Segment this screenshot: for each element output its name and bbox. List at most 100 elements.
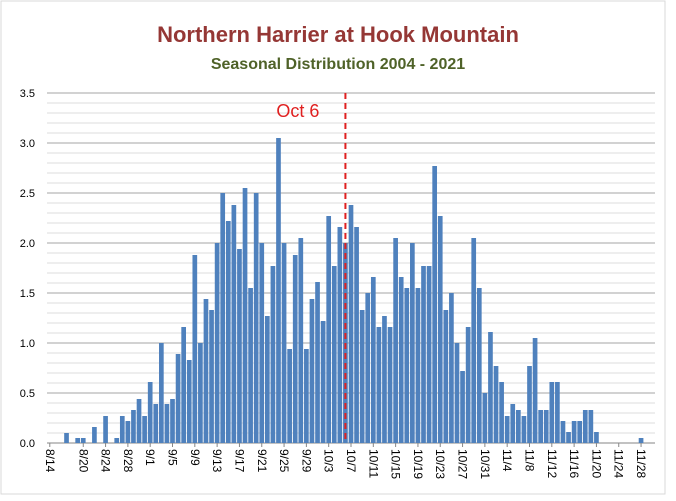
- bar: [510, 404, 516, 443]
- bar: [488, 332, 493, 443]
- bar: [370, 277, 376, 443]
- bar: [471, 238, 477, 443]
- bar: [594, 432, 599, 443]
- bar: [549, 382, 555, 443]
- bar: [103, 416, 108, 443]
- x-tick-label: 9/1: [143, 449, 157, 466]
- x-tick-label: 11/16: [567, 449, 581, 478]
- bar: [393, 238, 398, 443]
- x-tick-label: 9/17: [232, 449, 246, 473]
- bar: [387, 327, 393, 443]
- bar: [186, 360, 192, 443]
- y-tick-label: 3.5: [20, 88, 35, 100]
- bar: [309, 299, 315, 443]
- x-tick-label: 8/28: [121, 449, 135, 473]
- bar: [437, 216, 443, 443]
- bar: [454, 343, 460, 443]
- bar: [304, 349, 309, 443]
- x-tick-label: 11/28: [634, 449, 648, 478]
- y-tick-label: 1.0: [20, 338, 35, 350]
- bar: [493, 366, 499, 443]
- bar: [582, 410, 588, 443]
- x-tick-label: 9/29: [299, 449, 313, 473]
- bar: [253, 193, 259, 443]
- bar: [119, 416, 125, 443]
- x-tick-label: 8/14: [43, 449, 57, 473]
- bar: [203, 299, 209, 443]
- y-tick-label: 1.5: [20, 288, 35, 300]
- y-tick-label: 3.0: [20, 138, 35, 150]
- bar: [404, 288, 410, 443]
- bar: [538, 410, 543, 443]
- bar: [331, 266, 337, 443]
- x-tick-label: 10/11: [366, 449, 380, 478]
- bar: [337, 227, 343, 443]
- bar: [231, 205, 237, 443]
- marker-label: Oct 6: [276, 101, 319, 121]
- bar: [504, 416, 510, 443]
- bar: [555, 382, 560, 443]
- bar: [192, 255, 198, 443]
- x-tick-label: 8/24: [99, 449, 113, 473]
- bar: [588, 410, 594, 443]
- bar: [482, 393, 488, 443]
- bar: [515, 410, 521, 443]
- bar: [426, 266, 432, 443]
- bar: [264, 316, 270, 443]
- bar: [259, 243, 265, 443]
- bar: [75, 438, 81, 443]
- bar: [571, 421, 577, 443]
- bar: [348, 205, 354, 443]
- x-tick-label: 11/20: [589, 449, 603, 478]
- bar: [415, 288, 421, 443]
- x-tick-label: 11/8: [522, 449, 536, 472]
- bar: [136, 399, 142, 443]
- bar: [449, 293, 454, 443]
- bar: [248, 288, 253, 443]
- bar: [560, 421, 566, 443]
- bar: [214, 243, 220, 443]
- y-tick-label: 0.0: [20, 438, 35, 450]
- bar: [543, 410, 549, 443]
- bar: [521, 416, 527, 443]
- x-tick-label: 9/21: [255, 449, 269, 473]
- bar: [225, 221, 231, 443]
- bar: [64, 433, 69, 443]
- bar: [159, 343, 164, 443]
- bar: [198, 343, 203, 443]
- bar: [320, 321, 326, 443]
- bar: [566, 432, 571, 443]
- bar: [292, 255, 298, 443]
- x-tick-label: 11/12: [545, 449, 559, 478]
- bar: [281, 243, 287, 443]
- chart-title: Northern Harrier at Hook Mountain: [157, 22, 519, 47]
- x-tick-label: 10/3: [322, 449, 336, 473]
- bar: [443, 310, 449, 443]
- bar: [359, 310, 365, 443]
- bar: [315, 282, 320, 443]
- x-tick-label: 10/23: [433, 449, 447, 479]
- bar: [476, 288, 482, 443]
- bar: [114, 438, 120, 443]
- x-tick-label: 9/25: [277, 449, 291, 473]
- y-tick-label: 0.5: [20, 388, 35, 400]
- bar: [175, 354, 181, 443]
- bar: [153, 404, 159, 443]
- bar: [326, 216, 332, 443]
- bar: [80, 438, 86, 443]
- x-tick-label: 10/15: [389, 449, 403, 479]
- bar: [298, 238, 304, 443]
- bar: [421, 266, 426, 443]
- bar: [92, 427, 97, 443]
- x-tick-label: 11/4: [500, 449, 514, 472]
- bar: [382, 316, 387, 443]
- x-tick-label: 10/31: [478, 449, 492, 479]
- bar: [220, 193, 226, 443]
- bar: [164, 404, 170, 443]
- x-tick-label: 11/24: [612, 449, 626, 478]
- bar: [577, 421, 583, 443]
- chart-subtitle: Seasonal Distribution 2004 - 2021: [211, 56, 465, 73]
- bar: [270, 266, 276, 443]
